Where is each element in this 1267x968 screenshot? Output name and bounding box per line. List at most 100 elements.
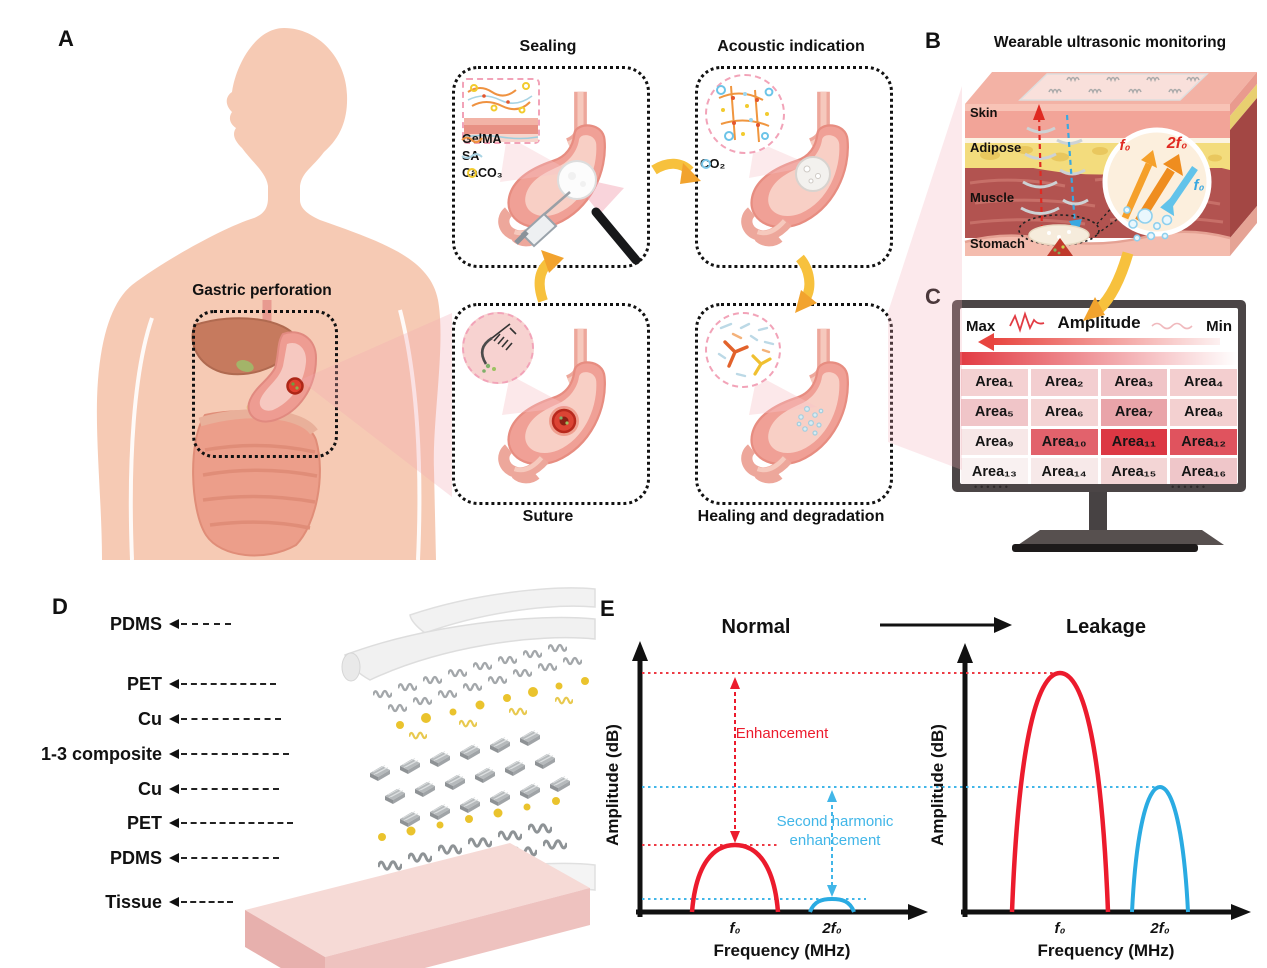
- panel-b-label: B: [925, 28, 941, 53]
- heatmap-cell: Area₉: [961, 428, 1028, 456]
- cu-top-traces: [409, 696, 573, 740]
- arrow-b-to-c: [1083, 251, 1134, 321]
- layer-row-composite: 1-3 composite: [12, 743, 289, 765]
- acoustic-overlay: [749, 141, 831, 192]
- heatmap-cell: Area₇: [1100, 398, 1168, 426]
- second-harmonic-label-1: Second harmonic: [777, 813, 894, 830]
- inset-2f0-label: 2f₀: [1166, 135, 1188, 152]
- second-harmonic-arrow: [827, 790, 837, 897]
- normal-2f0-tick: 2f₀: [821, 920, 841, 937]
- normal-title: Normal: [722, 616, 791, 638]
- layer-row-pet-top: PET: [12, 673, 276, 695]
- panel-a-label: A: [58, 26, 74, 51]
- exploded-patch-stack: [245, 587, 596, 968]
- leakage-2f0-tick: 2f₀: [1149, 920, 1169, 937]
- arrowhead-left-icon: [169, 853, 179, 863]
- heatmap-cell: Area₂: [1030, 369, 1098, 396]
- upward-f0-arrow: [1037, 114, 1044, 231]
- monitor-speaker-dots: ••••••: [974, 482, 1011, 492]
- dashed-leader: [181, 623, 231, 625]
- layer-label-muscle: Muscle: [970, 190, 1015, 205]
- gastric-perforation-box: [192, 310, 338, 458]
- dashed-leader: [181, 901, 233, 903]
- microbubbles: [1123, 206, 1173, 242]
- suture-overlay: [502, 375, 579, 436]
- leakage-xlabel: Frequency (MHz): [1038, 941, 1175, 960]
- arrowhead-left-icon: [169, 749, 179, 759]
- normal-2f0-peak: [808, 896, 856, 913]
- layer-label: PET: [126, 673, 162, 694]
- legend-gelma: GelMA: [461, 132, 502, 146]
- abdominal-organs: [191, 300, 321, 557]
- layer-row-pdms-top: PDMS: [12, 613, 231, 635]
- legend-sa: SA: [461, 149, 483, 163]
- layer-label-skin: Skin: [970, 105, 998, 120]
- layer-row-cu-bottom: Cu: [12, 778, 279, 800]
- monitor-speaker-dots: ••••••: [1171, 482, 1208, 492]
- heatmap-cell: Area₃: [1100, 369, 1168, 396]
- layer-label: Cu: [138, 708, 162, 729]
- human-silhouette: [96, 28, 441, 561]
- cu-bottom-dots: [378, 797, 560, 841]
- normal-xlabel: Frequency (MHz): [714, 941, 851, 960]
- normal-f0-peak: [689, 842, 781, 913]
- layer-label: PET: [126, 812, 162, 833]
- co2-bubble-icon: [701, 158, 711, 169]
- layer-label-stomach: Stomach: [970, 236, 1025, 251]
- normal-to-leakage-arrow: [880, 617, 1012, 633]
- monitor-base-shadow: [1012, 544, 1198, 552]
- arrowhead-left-icon: [169, 679, 179, 689]
- heatmap-cell: Area₆: [1030, 398, 1098, 426]
- layer-row-pdms-bottom: PDMS: [12, 847, 279, 869]
- dashed-leader: [181, 857, 279, 859]
- gastric-caption: Gastric perforation: [192, 282, 332, 299]
- arrowhead-left-icon: [169, 784, 179, 794]
- healing-overlay: [749, 375, 824, 436]
- arrowhead-left-icon: [169, 897, 179, 907]
- heatmap-cell: Area₁₃: [961, 458, 1028, 484]
- acoustic-inset: [705, 74, 785, 154]
- heatmap-cell: Area₈: [1170, 398, 1237, 426]
- monitor-stand-neck: [1089, 492, 1107, 530]
- monitor: Max Amplitude Min Area₁ Area₂ Area₃ Area…: [952, 300, 1246, 492]
- min-label: Min: [1206, 318, 1232, 335]
- heatmap-cell: Area₄: [1170, 369, 1237, 396]
- leakage-f0-tick: f₀: [1055, 920, 1066, 937]
- caco3-particle-icon: [467, 168, 477, 178]
- dashed-leader: [181, 718, 281, 720]
- arrowhead-left-icon: [169, 818, 179, 828]
- normal-f0-tick: f₀: [730, 920, 741, 937]
- acoustic-title: Acoustic indication: [717, 38, 865, 55]
- downward-f0-arrow: [1065, 114, 1077, 227]
- heatmap-cell: Area₅: [961, 398, 1028, 426]
- second-harmonic-label-2: enhancement: [790, 832, 882, 849]
- dashed-leader: [181, 683, 276, 685]
- layer-row-tissue: Tissue: [12, 891, 233, 913]
- layer-row-cu-top: Cu: [12, 708, 281, 730]
- sealing-inset: [462, 78, 540, 144]
- layer-label: PDMS: [109, 847, 162, 868]
- healing-inset: [705, 312, 781, 388]
- amplitude-header: Amplitude: [1057, 313, 1141, 332]
- enhancement-label: Enhancement: [736, 725, 829, 742]
- inset-f0-blue-label: f₀: [1194, 177, 1205, 194]
- arrow-sealing-to-acoustic: [651, 158, 701, 184]
- panel-d-label: D: [52, 594, 68, 619]
- red-wave-icon: [1009, 311, 1045, 333]
- normal-chart-axes: [632, 641, 928, 920]
- amplitude-heatmap: Area₁ Area₂ Area₃ Area₄ Area₅ Area₆ Area…: [961, 369, 1237, 484]
- leakage-2f0-peak: [1130, 784, 1190, 913]
- tissue-block: f₀ 2f₀ f₀: [964, 72, 1257, 256]
- heatmap-cell: Area₁₀: [1030, 428, 1098, 456]
- legend-co2: CO₂: [700, 156, 725, 171]
- sealing-overlay: [500, 136, 641, 265]
- heatmap-cell: Area₁₆: [1170, 458, 1237, 484]
- panel-c-label: C: [925, 284, 941, 309]
- spectra-charts: Normal Leakage: [603, 616, 1251, 960]
- layer-label: Cu: [138, 778, 162, 799]
- dashed-leader: [181, 788, 279, 790]
- gelma-fiber-icon: [461, 136, 483, 144]
- heatmap-cell: Area₁₁: [1100, 428, 1168, 456]
- panel-e-label: E: [600, 596, 615, 621]
